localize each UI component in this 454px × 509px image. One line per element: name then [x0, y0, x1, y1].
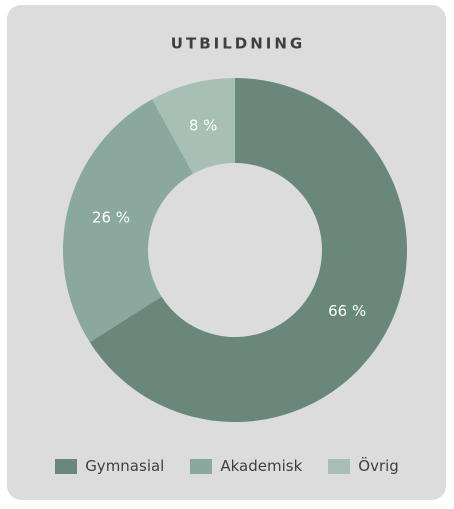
- legend-label: Akademisk: [220, 457, 303, 475]
- slice-label: 66 %: [328, 302, 366, 320]
- slice-label: 8 %: [189, 117, 218, 135]
- legend-swatch: [55, 458, 78, 474]
- legend: Gymnasial Akademisk Övrig: [0, 457, 454, 475]
- legend-swatch: [328, 458, 351, 474]
- chart-title: UTBILDNING: [171, 35, 305, 53]
- slice: [152, 78, 235, 174]
- legend-item: Akademisk: [190, 457, 302, 475]
- slice: [89, 78, 407, 422]
- legend-label: Gymnasial: [85, 457, 165, 475]
- legend-swatch: [190, 458, 213, 474]
- legend-item: Övrig: [328, 457, 399, 475]
- legend-label: Övrig: [358, 457, 399, 475]
- slice: [63, 99, 194, 343]
- slice-label: 26 %: [92, 209, 130, 227]
- legend-item: Gymnasial: [55, 457, 164, 475]
